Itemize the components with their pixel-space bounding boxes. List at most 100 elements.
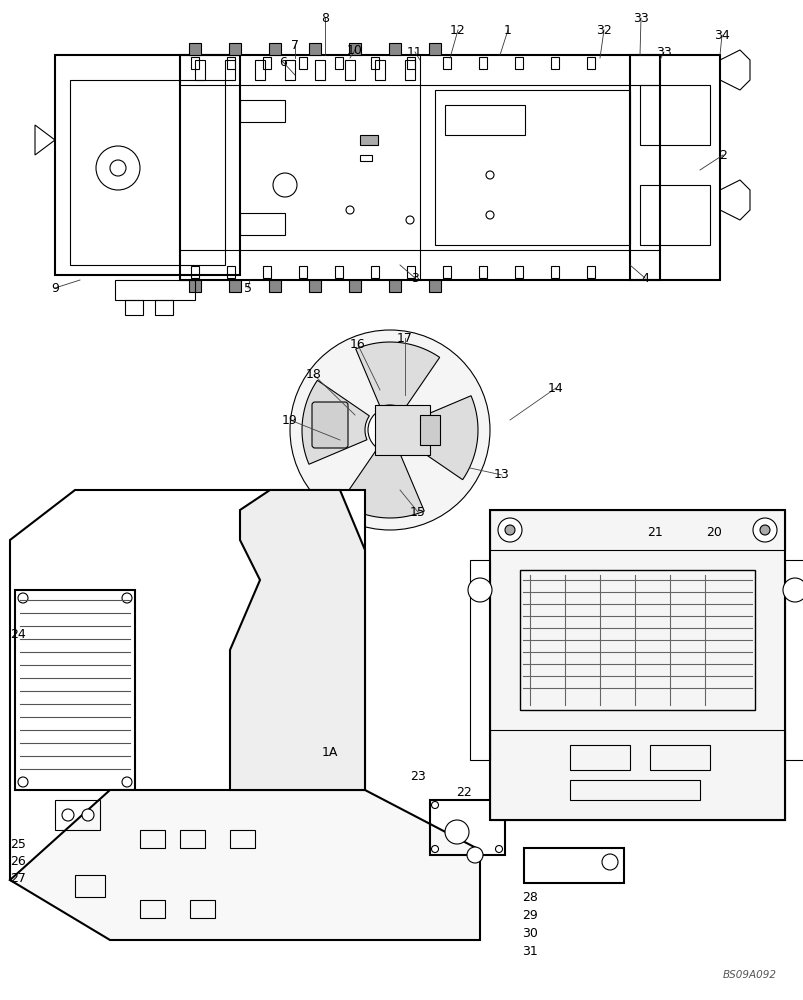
Text: 27: 27 [10,872,26,886]
Circle shape [406,216,414,224]
Text: 1: 1 [503,24,512,37]
Text: 23: 23 [410,770,426,784]
Bar [263,57,271,69]
Text: 33: 33 [655,46,671,59]
Circle shape [368,408,411,452]
Circle shape [110,160,126,176]
Polygon shape [410,396,478,480]
Text: 25: 25 [10,838,26,851]
Polygon shape [429,280,441,292]
Text: 21: 21 [646,526,662,538]
Circle shape [122,777,132,787]
Polygon shape [10,790,479,940]
Bar [299,57,307,69]
Bar [195,60,205,80]
Bar [360,135,377,145]
Bar [430,800,504,855]
Circle shape [273,173,296,197]
Bar [586,266,594,278]
Text: 24: 24 [10,628,26,642]
Text: 30: 30 [521,927,537,940]
Text: 1A: 1A [321,745,338,758]
Bar [360,155,372,161]
Text: 13: 13 [494,468,509,482]
Bar [515,266,522,278]
Polygon shape [189,43,201,55]
Bar [240,213,284,235]
Polygon shape [302,380,369,464]
Bar [374,60,385,80]
Polygon shape [189,280,201,292]
Circle shape [444,820,468,844]
Bar [370,57,378,69]
Bar [569,780,699,800]
Polygon shape [269,43,281,55]
Bar [180,55,659,280]
Circle shape [601,854,618,870]
Polygon shape [230,490,365,790]
Circle shape [380,420,400,440]
Text: 14: 14 [548,381,563,394]
Polygon shape [229,43,241,55]
Text: 32: 32 [595,24,611,37]
Bar [344,60,355,80]
Bar [190,900,214,918]
Text: 9: 9 [51,282,59,294]
Circle shape [82,809,94,821]
Text: 11: 11 [406,46,422,59]
Text: 18: 18 [306,368,321,381]
Polygon shape [308,280,320,292]
Bar [140,830,165,848]
Bar [639,185,709,245]
Bar [225,60,234,80]
Bar [470,560,489,760]
Text: 7: 7 [291,39,299,52]
Text: 2: 2 [718,149,726,162]
Polygon shape [349,280,361,292]
Bar [180,830,205,848]
Text: 16: 16 [349,338,365,352]
Bar [226,266,234,278]
Circle shape [782,578,803,602]
Bar [479,57,487,69]
Circle shape [431,801,438,808]
Polygon shape [308,43,320,55]
Bar [442,266,450,278]
Text: 5: 5 [243,282,251,294]
Bar [569,745,630,770]
Bar [335,266,343,278]
Text: 3: 3 [410,271,418,284]
Text: 33: 33 [632,12,648,25]
Circle shape [504,525,515,535]
Bar [550,266,558,278]
Polygon shape [389,43,401,55]
Circle shape [485,211,493,219]
Text: 17: 17 [397,332,413,344]
Bar [489,510,784,820]
Polygon shape [355,342,439,409]
Bar [191,57,199,69]
Bar [240,100,284,122]
Bar [479,266,487,278]
Text: 4: 4 [640,271,648,284]
Circle shape [96,146,140,190]
Circle shape [497,518,521,542]
Bar [155,300,173,315]
Bar [255,60,265,80]
Circle shape [62,809,74,821]
Text: 12: 12 [450,24,465,37]
Bar [191,266,199,278]
Circle shape [431,845,438,852]
Circle shape [495,845,502,852]
Circle shape [467,847,483,863]
Bar [140,900,165,918]
Circle shape [467,578,491,602]
Circle shape [495,801,502,808]
Text: 26: 26 [10,855,26,868]
Bar [370,266,378,278]
Bar [489,510,784,550]
Polygon shape [229,280,241,292]
Bar [374,405,430,455]
Circle shape [122,593,132,603]
Bar [115,280,195,300]
